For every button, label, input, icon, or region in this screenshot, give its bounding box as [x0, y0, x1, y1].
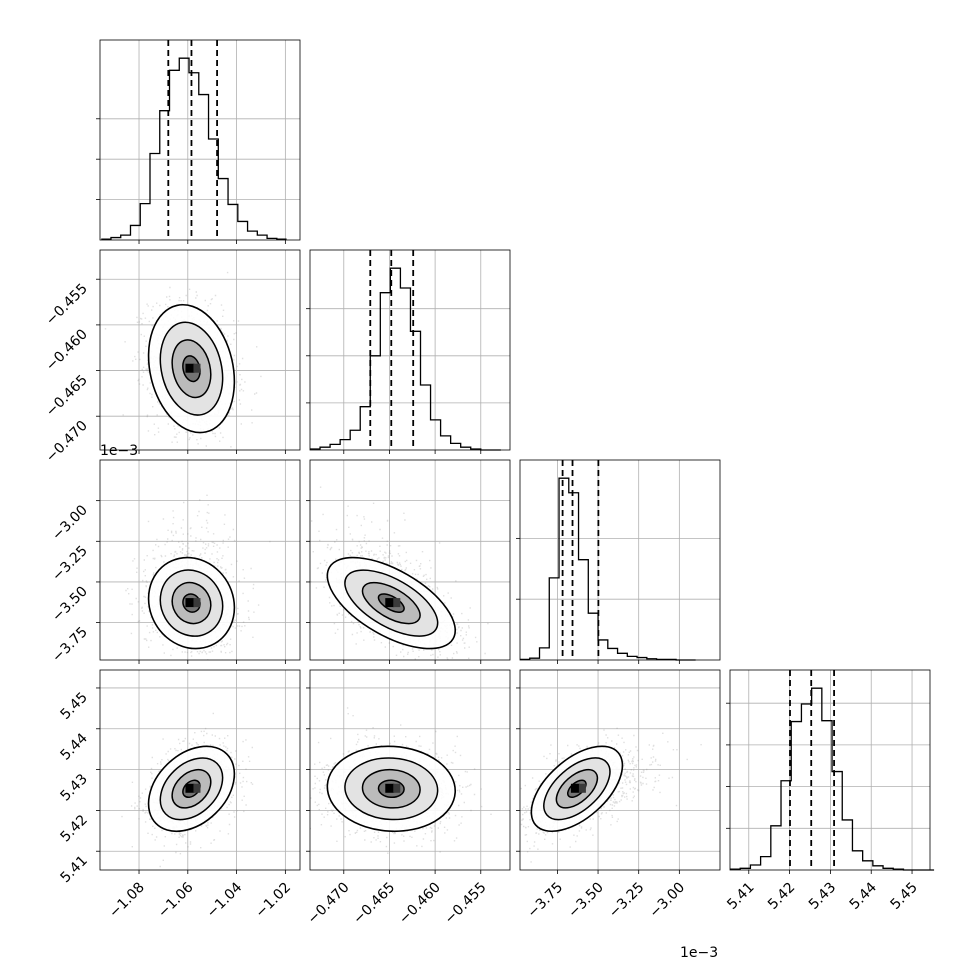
- x-tick-label: −0.465: [350, 880, 398, 928]
- x-tick-label: 5.41: [724, 880, 757, 913]
- density-peak: [185, 598, 195, 608]
- y-tick-label: −3.00: [49, 502, 91, 544]
- x-tick-label: −0.455: [442, 880, 490, 928]
- panel-frame: [519, 459, 721, 661]
- scatter-panel-4-2: [306, 669, 511, 874]
- density-peak: [393, 598, 401, 608]
- panel-bg: [100, 40, 300, 240]
- panel-content: [310, 670, 510, 870]
- hist-panel-1: [96, 39, 301, 244]
- hist-panel-3: [516, 459, 721, 664]
- panel-frame: [99, 459, 301, 661]
- y-tick-label: −3.75: [49, 624, 91, 666]
- density-peak: [385, 598, 395, 608]
- x-tick-label: −3.50: [565, 880, 607, 922]
- density-peak: [193, 363, 201, 373]
- panel-content: [100, 460, 300, 660]
- x-tick-label: −3.75: [525, 880, 567, 922]
- x-offset-label: 1e−3: [680, 945, 718, 961]
- panel-content: [100, 250, 300, 450]
- y-tick-label: −0.470: [43, 418, 91, 466]
- y-tick-label: −0.455: [43, 281, 91, 329]
- density-peak: [385, 783, 395, 793]
- panel-frame: [519, 669, 721, 871]
- y-tick-label: −3.50: [49, 583, 91, 625]
- x-tick-label: 5.43: [806, 880, 839, 913]
- panel-frame: [309, 249, 511, 451]
- y-tick-label: 5.42: [57, 812, 90, 845]
- scatter-panel-2-1: [96, 249, 301, 454]
- density-peak: [185, 783, 195, 793]
- panel-bg: [520, 460, 720, 660]
- y-tick-label: 5.45: [57, 689, 90, 722]
- y-offset-label: 1e−3: [100, 443, 138, 459]
- panel-content: [520, 670, 720, 870]
- panel-content: [310, 460, 510, 660]
- histogram-step: [520, 477, 696, 661]
- panel-frame: [309, 459, 511, 661]
- density-peak: [193, 598, 201, 608]
- panel-frame: [99, 249, 301, 451]
- x-tick-label: −3.00: [647, 880, 689, 922]
- density-peak: [185, 363, 195, 373]
- y-tick-label: 5.43: [57, 771, 90, 804]
- panel-bg: [730, 670, 930, 870]
- x-tick-label: −1.04: [204, 879, 246, 921]
- hist-panel-4: [726, 669, 935, 874]
- x-tick-label: −1.08: [106, 880, 148, 922]
- density-peak: [570, 783, 580, 793]
- scatter-panel-4-1: [96, 669, 301, 874]
- y-tick-label: −0.460: [43, 326, 91, 374]
- x-tick-label: 5.45: [888, 880, 921, 913]
- x-tick-label: 5.44: [847, 879, 880, 912]
- histogram-step: [730, 687, 935, 871]
- scatter-panel-3-1: [96, 459, 301, 664]
- hist-panel-2: [306, 249, 511, 454]
- density-peak: [578, 783, 586, 793]
- y-tick-label: −0.465: [43, 372, 91, 420]
- histogram-step: [310, 267, 501, 451]
- y-tick-label: 5.44: [57, 730, 90, 763]
- panel-bg: [310, 250, 510, 450]
- histogram-step: [101, 57, 287, 240]
- panel-content: [100, 670, 300, 870]
- x-tick-label: −3.25: [606, 880, 648, 922]
- y-tick-label: 5.41: [57, 853, 90, 886]
- x-tick-label: −1.06: [155, 879, 197, 921]
- y-tick-label: −3.25: [49, 543, 91, 585]
- panel-frame: [99, 39, 301, 241]
- x-tick-label: −0.460: [396, 880, 444, 928]
- panel-frame: [729, 669, 931, 871]
- x-tick-label: 5.42: [765, 880, 798, 913]
- x-tick-label: −1.02: [253, 880, 295, 922]
- panel-frame: [99, 669, 301, 871]
- x-tick-label: −0.470: [305, 880, 353, 928]
- panel-frame: [309, 669, 511, 871]
- scatter-panel-3-2: [306, 459, 511, 664]
- scatter-panel-4-3: [516, 669, 721, 874]
- density-peak: [393, 783, 401, 793]
- density-peak: [193, 783, 201, 793]
